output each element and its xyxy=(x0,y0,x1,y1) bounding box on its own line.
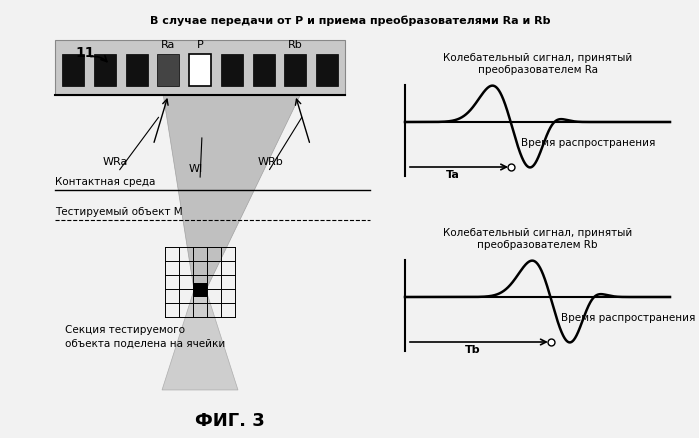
Text: Контактная среда: Контактная среда xyxy=(55,177,155,187)
Polygon shape xyxy=(162,290,238,390)
Bar xyxy=(221,54,243,86)
Bar xyxy=(94,54,116,86)
Text: Ta: Ta xyxy=(446,170,460,180)
Bar xyxy=(284,54,306,86)
Text: Колебательный сигнал, принятый
преобразователем Rb: Колебательный сигнал, принятый преобразо… xyxy=(443,228,632,250)
Text: В случае передачи от Р и приема преобразователями Ra и Rb: В случае передачи от Р и приема преобраз… xyxy=(150,16,550,27)
Text: ФИГ. 3: ФИГ. 3 xyxy=(195,412,265,430)
Polygon shape xyxy=(164,95,301,290)
Text: 11: 11 xyxy=(75,46,94,60)
Text: Колебательный сигнал, принятый
преобразователем Ra: Колебательный сигнал, принятый преобразо… xyxy=(443,53,632,75)
Bar xyxy=(252,54,275,86)
Text: Rb: Rb xyxy=(288,40,303,50)
Bar xyxy=(189,54,211,86)
Bar xyxy=(126,54,147,86)
Text: Тестируемый объект М: Тестируемый объект М xyxy=(55,207,182,217)
Text: WRb: WRb xyxy=(257,157,283,167)
Text: Секция тестируемого
объекта поделена на ячейки: Секция тестируемого объекта поделена на … xyxy=(65,325,225,348)
Bar xyxy=(62,54,84,86)
Text: Tb: Tb xyxy=(465,345,481,355)
Bar xyxy=(55,40,345,95)
Text: P: P xyxy=(196,40,203,50)
Text: Время распространения: Время распространения xyxy=(561,313,695,323)
Text: Ra: Ra xyxy=(161,40,175,50)
Bar xyxy=(316,54,338,86)
Text: WRa: WRa xyxy=(102,157,128,167)
Text: Время распространения: Время распространения xyxy=(521,138,656,148)
Text: WI: WI xyxy=(189,164,203,174)
Bar xyxy=(157,54,179,86)
Bar xyxy=(193,283,207,297)
